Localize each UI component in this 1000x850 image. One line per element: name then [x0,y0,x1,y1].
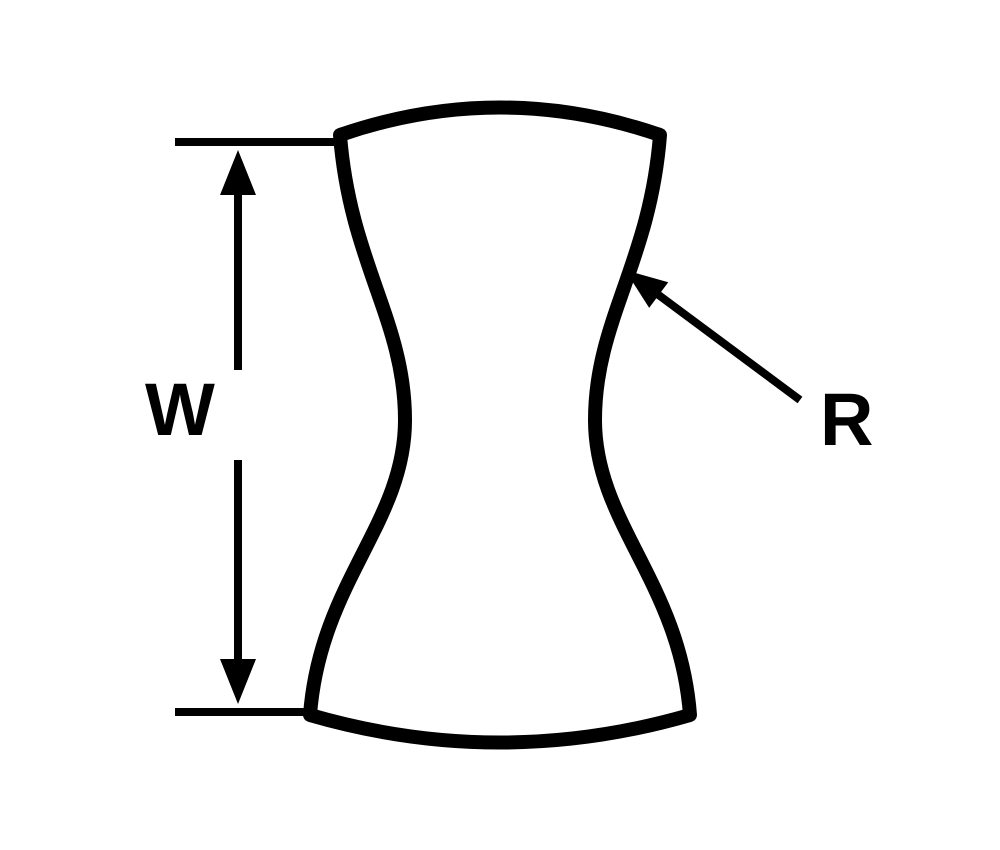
dimension-w-label: W [145,368,215,451]
dimension-w-arrowhead-bottom [220,659,256,704]
hourglass-shape [310,108,690,743]
dimension-r-shaft [656,293,800,400]
dimension-w-arrowhead-top [220,150,256,195]
dimension-r-label: R [820,378,873,461]
